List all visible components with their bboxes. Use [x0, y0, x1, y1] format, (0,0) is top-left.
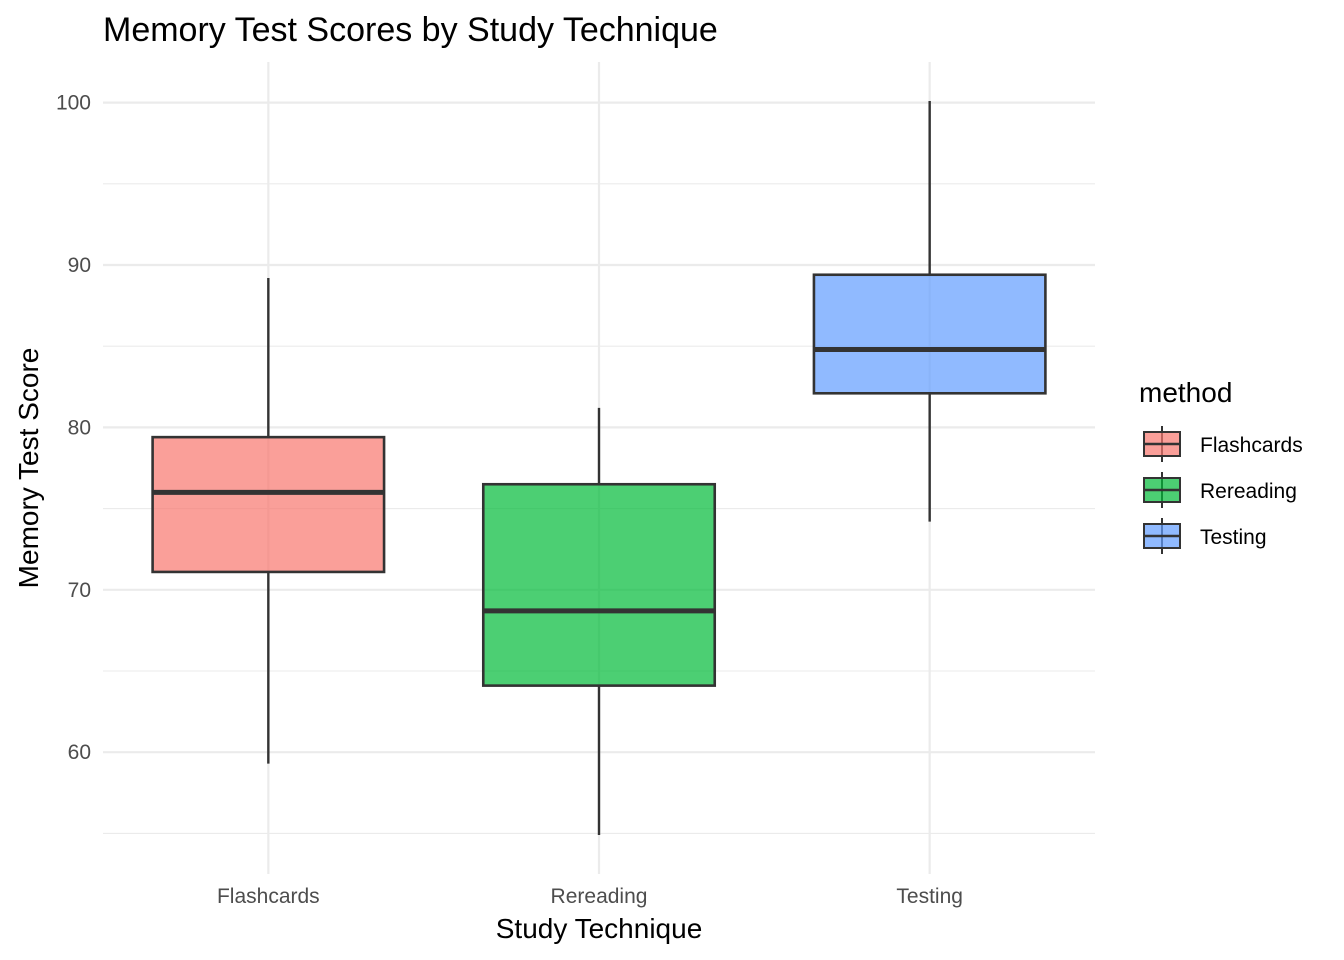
x-tick-label: Testing: [896, 885, 963, 908]
axes: 60 70 80 90 100 Flashcards Rereading Testing: [56, 92, 963, 908]
x-tick-label: Rereading: [551, 885, 648, 908]
legend-label: Rereading: [1200, 480, 1297, 503]
y-tick-label: 80: [68, 416, 91, 439]
chart-title: Memory Test Scores by Study Technique: [103, 11, 718, 49]
x-axis-title: Study Technique: [496, 913, 703, 944]
y-tick-label: 90: [68, 254, 91, 277]
y-tick-label: 60: [68, 741, 91, 764]
legend-item-rereading: Rereading: [1143, 472, 1297, 508]
y-tick-label: 100: [56, 92, 91, 115]
iqr-box: [151, 435, 386, 574]
box-rereading: [481, 407, 717, 836]
box-series: [151, 100, 1047, 836]
legend-item-flashcards: Flashcards: [1143, 426, 1303, 462]
legend-label: Testing: [1200, 526, 1267, 549]
box-flashcards: [151, 277, 386, 764]
x-tick-label: Flashcards: [217, 885, 320, 908]
box-testing: [812, 100, 1047, 522]
legend: method Flashcards Rereading Testing: [1139, 377, 1303, 554]
y-axis-title: Memory Test Score: [13, 348, 44, 589]
legend-label: Flashcards: [1200, 434, 1303, 457]
legend-item-testing: Testing: [1143, 518, 1267, 554]
iqr-box: [812, 273, 1047, 395]
legend-title: method: [1139, 377, 1232, 408]
iqr-box: [481, 482, 717, 687]
y-tick-label: 70: [68, 579, 91, 602]
